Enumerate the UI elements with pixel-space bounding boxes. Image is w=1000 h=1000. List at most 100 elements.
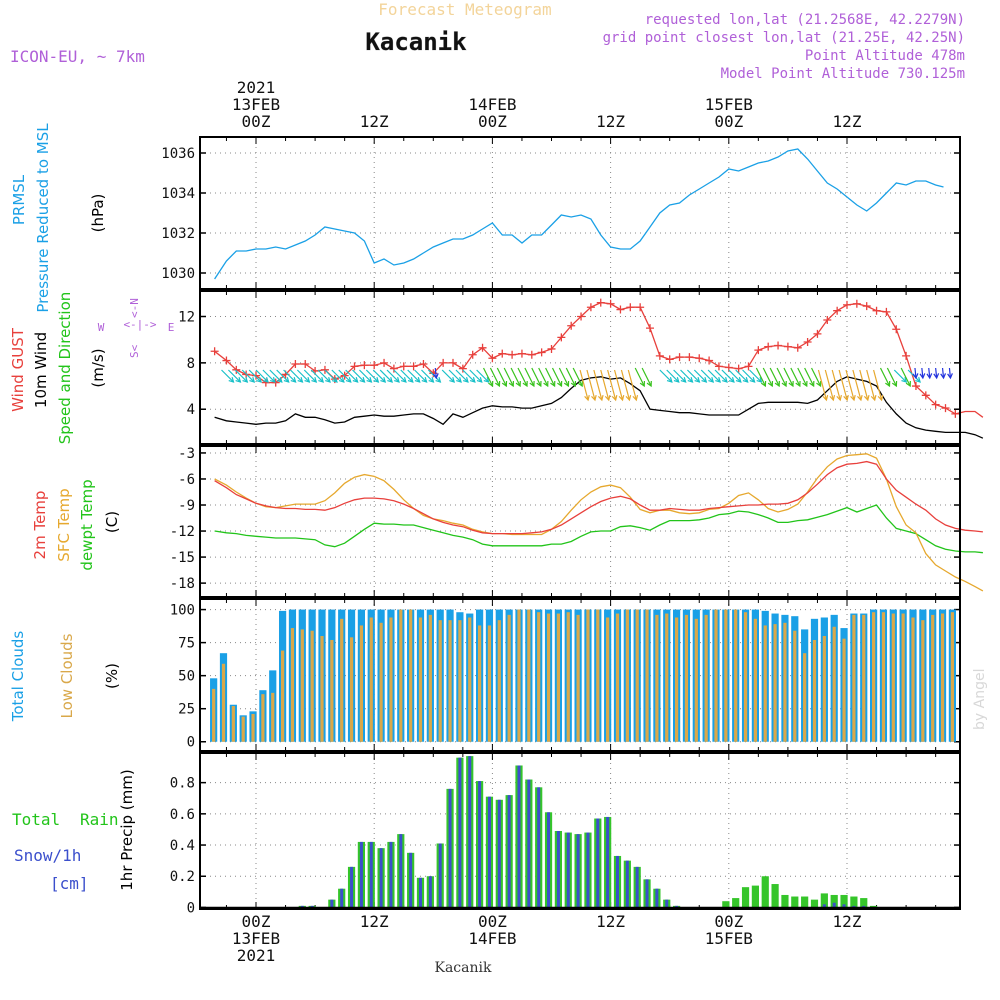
wind-arrow-head	[494, 380, 501, 388]
wind-arrow-head	[387, 377, 393, 383]
gust-marker	[852, 299, 861, 308]
rain-bar	[741, 887, 750, 908]
rain-bar	[869, 905, 878, 908]
wind-arrow-orange	[831, 369, 841, 401]
y-tick-label: 0.6	[170, 807, 195, 823]
wind-arrow-green	[538, 367, 549, 387]
wind-arrow-head	[795, 380, 801, 388]
gust-marker	[872, 306, 881, 315]
gust-marker	[252, 371, 260, 380]
gridpoint-coords: grid point closest lon,lat (21.25E, 42.2…	[603, 30, 965, 46]
rain-bar	[722, 901, 730, 908]
low-cloud-bar	[231, 706, 235, 742]
wind-arrow-head	[802, 380, 808, 388]
wind-arrow-cyan	[372, 369, 386, 383]
sfc-temp-line	[214, 453, 984, 592]
top-time-label: 14FEB	[468, 95, 516, 114]
wind-arrow-head	[577, 380, 583, 388]
low-cloud-bar	[931, 614, 935, 742]
wind-arrow-green	[755, 367, 766, 387]
wind-arrow-head	[611, 395, 618, 402]
rain-bar	[810, 899, 819, 908]
snow-bar	[615, 855, 619, 908]
low-cloud-bar	[271, 692, 275, 742]
point-altitude: Point Altitude 478m	[805, 48, 965, 64]
gust-marker	[744, 362, 753, 371]
wind-arrow-head	[428, 377, 435, 383]
wind-arrow-green	[790, 367, 801, 387]
gust-marker	[567, 321, 576, 330]
wind-arrow-head	[297, 377, 304, 383]
snow-bar	[418, 877, 422, 908]
snow-bar	[675, 905, 679, 908]
low-cloud-bar	[468, 617, 472, 742]
snow-bar	[635, 866, 639, 908]
wind-arrow-green	[641, 367, 652, 387]
wind-arrow-head	[680, 377, 687, 383]
wind-arrow-cyan	[262, 369, 276, 383]
snow-bar	[340, 888, 344, 908]
wind-arrow-cyan	[303, 369, 317, 383]
precip-rain-label: Rain	[80, 810, 119, 829]
wind-arrow-head	[666, 377, 673, 383]
credit-watermark: by Angel	[972, 669, 988, 730]
gust-marker	[705, 356, 714, 365]
rain-bar	[830, 894, 838, 908]
wind-arrow-green	[783, 367, 794, 387]
panel-frame	[199, 445, 961, 598]
wind-arrow-head	[901, 377, 908, 383]
wind-arrow-cyan	[407, 369, 421, 383]
wind-arrow-head	[940, 373, 947, 380]
low-cloud-bar	[950, 612, 954, 742]
wind-arrow-green	[510, 367, 521, 387]
wind-arrow-head	[735, 377, 742, 383]
snow-bar	[665, 899, 669, 908]
wind-arrow-head	[850, 395, 856, 402]
y-tick-label: 0	[187, 900, 195, 916]
wind-arrow-green	[503, 367, 514, 387]
gust-marker	[517, 349, 526, 358]
low-cloud-bar	[832, 626, 836, 742]
low-cloud-bar	[389, 617, 393, 742]
precip-panel: 0 0.2 0.4 0.6 0.8	[170, 752, 961, 916]
wind-arrow-cyan	[687, 369, 700, 383]
gust-marker	[774, 341, 783, 350]
wind-arrow-head	[863, 395, 870, 402]
axis-side-label: Wind GUST	[9, 327, 27, 412]
wind-arrow-cyan	[476, 369, 490, 383]
low-cloud-bar	[310, 630, 314, 742]
gust-marker	[360, 361, 369, 370]
low-cloud-bar	[556, 613, 560, 742]
location-title: Kacanik	[365, 28, 467, 56]
gust-marker	[596, 298, 605, 307]
gust-marker	[902, 351, 911, 360]
wind-arrow-head	[905, 380, 911, 388]
gust-marker	[399, 362, 408, 371]
wind-arrow-head	[557, 380, 563, 388]
wind-arrow-cyan	[221, 369, 234, 383]
low-cloud-bar	[261, 694, 265, 742]
low-cloud-bar	[635, 609, 639, 742]
wind-arrow-head	[639, 380, 646, 388]
model-altitude: Model Point Altitude 730.125m	[721, 66, 965, 82]
low-cloud-bar	[753, 618, 757, 742]
wind-arrow-cyan	[448, 369, 462, 383]
low-cloud-bar	[714, 609, 718, 742]
snow-bar	[566, 832, 570, 908]
precip-cm-label: [cm]	[50, 874, 89, 893]
wind-arrow-head	[394, 377, 400, 383]
axis-side-label: (m/s)	[89, 348, 107, 387]
low-cloud-bar	[566, 612, 570, 742]
wind-arrow-head	[870, 395, 877, 402]
gust-marker	[232, 365, 241, 374]
wind-arrow-cyan	[338, 369, 352, 383]
bottom-time-label: 12Z	[833, 912, 862, 931]
rain-bar	[771, 884, 779, 908]
gust-marker	[606, 299, 615, 308]
wind-arrow-green	[797, 367, 808, 387]
low-cloud-bar	[409, 609, 413, 742]
wind-arrow-blue	[921, 367, 924, 379]
pressure-line	[214, 148, 944, 280]
wind-arrow-head	[604, 395, 611, 402]
gust-marker	[449, 358, 457, 367]
